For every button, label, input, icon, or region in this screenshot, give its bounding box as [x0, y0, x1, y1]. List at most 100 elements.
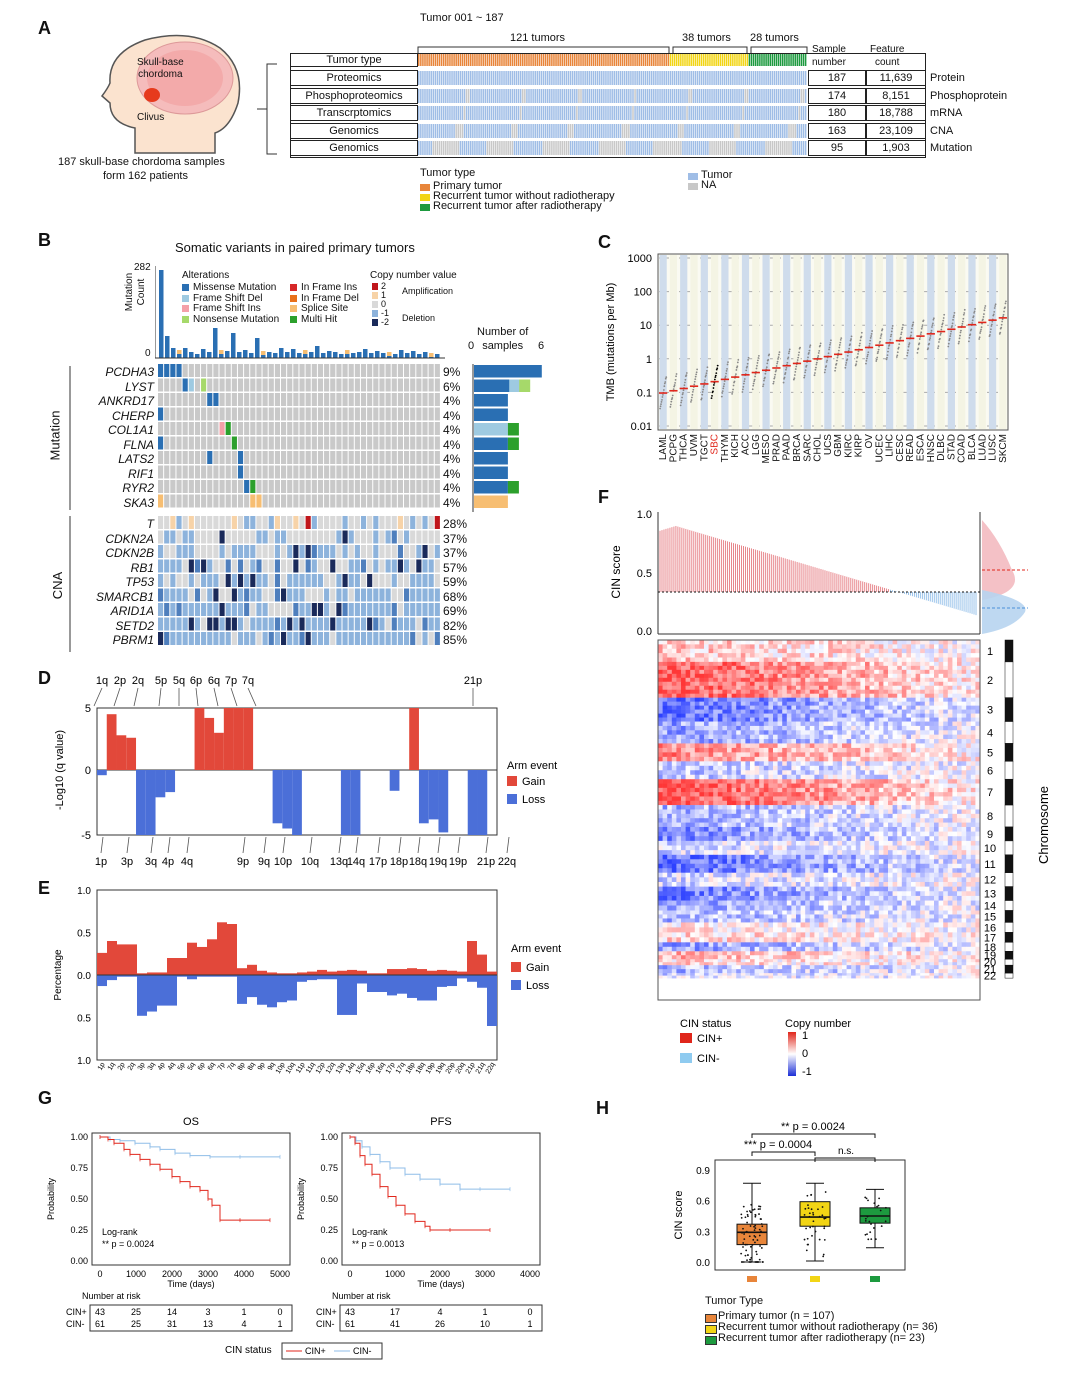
heatmap-cell: [745, 739, 751, 744]
tmb-point: [921, 326, 924, 328]
heatmap-cell: [897, 783, 903, 789]
heatmap-cell: [681, 796, 686, 802]
loss-bar: [187, 975, 197, 980]
tmb-point: [950, 330, 953, 333]
heatmap-cell: [694, 805, 700, 810]
heatmap-cell: [888, 787, 893, 793]
heatmap-cell: [906, 761, 912, 767]
heatmap-cell: [883, 765, 889, 771]
oncoprint-cell: [158, 451, 164, 464]
heatmap-cell: [897, 648, 903, 654]
heatmap-cell: [667, 657, 673, 663]
heatmap-cell: [961, 765, 967, 771]
heatmap-cell: [754, 792, 760, 797]
tmb-point: [887, 350, 889, 353]
tmb-point: [722, 387, 725, 390]
heatmap-cell: [791, 739, 797, 744]
heatmap-cell: [855, 747, 861, 753]
heatmap-cell: [731, 725, 737, 731]
heatmap-cell: [851, 681, 857, 687]
oncoprint-cell: [428, 451, 434, 464]
oncoprint-cell: [170, 559, 176, 573]
heatmap-cell: [676, 644, 682, 650]
tmb-point: [959, 331, 962, 334]
tmb-point: [725, 372, 727, 375]
heatmap-cell: [796, 697, 801, 702]
oncoprint-cell: [354, 588, 360, 602]
oncoprint-cell: [262, 632, 268, 645]
heatmap-cell: [768, 739, 774, 744]
arm-label: 18q: [409, 856, 427, 868]
oncoprint-cell: [373, 632, 379, 645]
heatmap-cell: [832, 756, 838, 762]
heatmap-cell: [929, 717, 935, 722]
gain-bar: [217, 922, 227, 975]
heatmap-cell: [892, 648, 898, 654]
heatmap-cell: [943, 693, 949, 698]
heatmap-cell: [957, 681, 962, 687]
heatmap-cell: [842, 717, 847, 722]
heatmap-cell: [938, 779, 944, 784]
heatmap-cell: [906, 792, 912, 797]
tmb-point: [838, 346, 841, 349]
heatmap-cell: [713, 800, 719, 806]
mutation-count-bar: [159, 270, 164, 358]
oncoprint-cell: [428, 480, 434, 493]
oncoprint-cell: [342, 494, 348, 508]
cancer-label: BLCA: [967, 434, 978, 460]
oncoprint-cell: [354, 393, 360, 406]
heatmap-cell: [717, 805, 723, 810]
arm-tick-label: 19p: [425, 1061, 437, 1075]
cancer-label: PAAD: [782, 434, 793, 461]
heatmap-cell: [929, 761, 935, 767]
tmb-point: [857, 353, 859, 355]
tmb-point: [753, 380, 756, 383]
heatmap-cell: [722, 697, 728, 702]
tmb-point: [783, 376, 786, 379]
heatmap-cell: [855, 653, 861, 658]
heatmap-cell: [681, 761, 686, 767]
tmb-point: [797, 354, 800, 356]
heatmap-cell: [920, 697, 926, 702]
heatmap-cell: [667, 709, 673, 714]
heatmap-cell: [860, 752, 866, 758]
cancer-label: KICH: [730, 434, 741, 458]
heatmap-cell: [897, 734, 903, 740]
arm-leader: [263, 836, 267, 854]
heatmap-cell: [676, 752, 682, 758]
tmb-point: [804, 371, 807, 374]
heatmap-cell: [878, 796, 884, 802]
heatmap-cell: [727, 725, 732, 731]
heatmap-cell: [929, 697, 935, 702]
heatmap-cell: [966, 756, 972, 762]
tmb-point: [736, 361, 739, 364]
oncoprint-cell: [274, 422, 280, 435]
tmb-point: [967, 340, 970, 343]
heatmap-cell: [814, 685, 820, 691]
tmb-point: [828, 346, 831, 349]
heatmap-cell: [947, 661, 953, 667]
oncoprint-cell: [256, 480, 262, 493]
heatmap-cell: [837, 665, 843, 671]
heatmap-cell: [819, 689, 824, 695]
heatmap-cell: [763, 743, 769, 749]
tmb-point: [870, 335, 873, 337]
mutation-count-bar: [411, 351, 416, 358]
heatmap-cell: [934, 681, 939, 687]
oncoprint-cell: [293, 588, 299, 602]
heatmap-cell: [846, 761, 852, 767]
heatmap-cell: [920, 730, 926, 735]
heatmap-cell: [782, 721, 788, 727]
tumor-type-cell: [698, 54, 701, 66]
heatmap-cell: [924, 717, 930, 722]
oncoprint-cell: [348, 465, 354, 479]
tmb-point: [891, 327, 894, 330]
heatmap-cell: [704, 681, 709, 687]
heatmap-cell: [892, 765, 898, 771]
heatmap-cell: [704, 805, 709, 810]
tick-label: 0.01: [631, 421, 652, 433]
heatmap-cell: [837, 765, 843, 771]
tumor-type-cell: [505, 54, 507, 66]
heatmap-cell: [915, 792, 921, 797]
heatmap-cell: [763, 717, 769, 722]
